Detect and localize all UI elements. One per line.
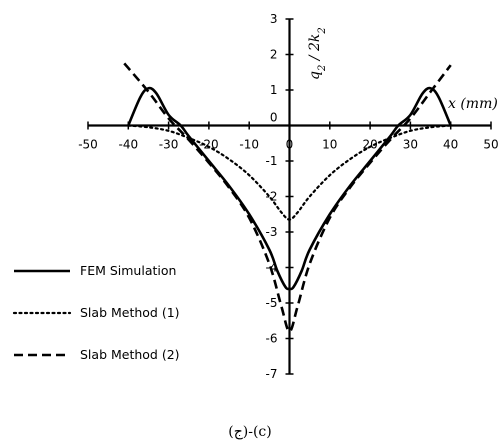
legend-label: Slab Method (2) (80, 347, 180, 362)
y-tick-label: -6 (266, 332, 278, 346)
y-tick-label: -5 (266, 296, 278, 310)
y-tick-label: -3 (266, 225, 278, 239)
legend-label: Slab Method (1) (80, 305, 180, 320)
x-tick-label: -40 (118, 138, 138, 152)
y-tick-label: 3 (270, 12, 278, 26)
y-tick-label: 1 (270, 83, 278, 97)
x-tick-label: -30 (159, 138, 179, 152)
y-tick-label: -1 (266, 154, 278, 168)
x-tick-label: 40 (443, 138, 458, 152)
legend: FEM Simulation Slab Method (1) Slab Method… (12, 263, 180, 362)
y-axis-label: q2 / 2k2 (307, 27, 328, 80)
svg-text:q2 / 2k2: q2 / 2k2 (307, 27, 328, 80)
y-tick-label: -7 (266, 367, 278, 381)
x-tick-label: -50 (78, 138, 98, 152)
figure-caption: (ج)-(c) (228, 424, 271, 440)
tick-labels: -50 -40 -30 -20 -10 0 10 20 30 40 503210-1-2-3-4-5… (78, 12, 498, 381)
x-tick-label: 10 (322, 138, 337, 152)
series-line-dashed (123, 62, 452, 333)
x-tick-label: 50 (483, 138, 498, 152)
x-tick-label: 30 (403, 138, 418, 152)
series-line-solid (127, 86, 452, 291)
x-tick-label: -20 (199, 138, 219, 152)
x-tick-label: 0 (286, 138, 294, 152)
axes (87, 18, 492, 375)
svg-text:x (mm): x (mm) (448, 96, 498, 112)
x-axis-label: x (mm) (448, 96, 498, 112)
y-tick-label: -2 (266, 190, 278, 204)
y-tick-label: 2 (270, 48, 278, 62)
legend-label: FEM Simulation (80, 263, 176, 278)
series-lines (123, 62, 452, 333)
x-tick-label: -10 (239, 138, 259, 152)
y-tick-label: 0 (270, 111, 278, 125)
